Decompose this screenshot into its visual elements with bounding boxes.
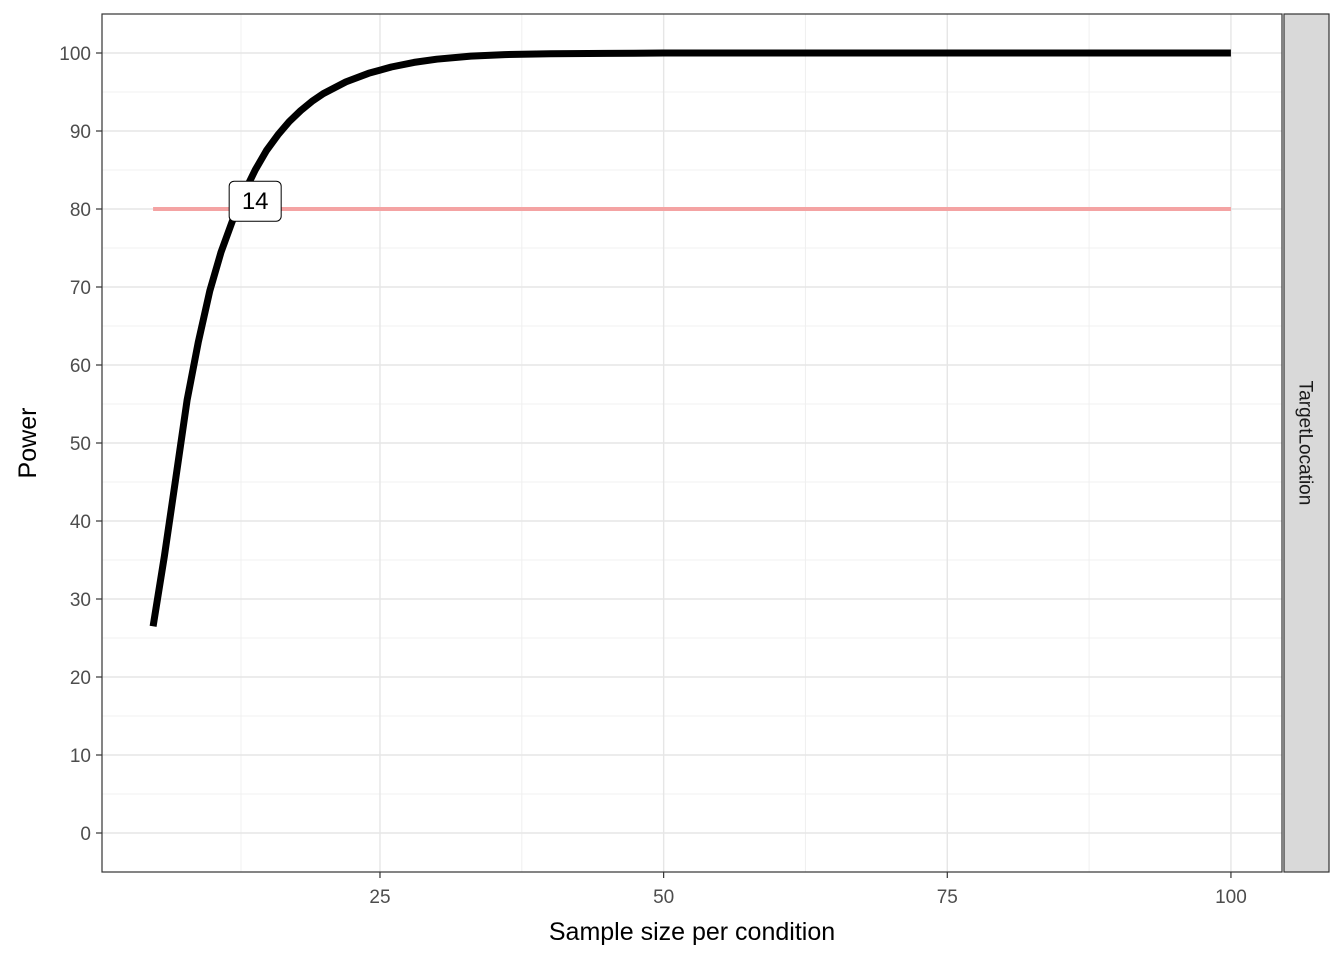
y-tick-label: 20 bbox=[70, 668, 91, 689]
x-tick-label: 50 bbox=[653, 887, 674, 908]
y-axis-title: Power bbox=[14, 408, 42, 479]
x-tick-label: 100 bbox=[1215, 887, 1247, 908]
x-tick-label: 25 bbox=[369, 887, 390, 908]
axes: 0 10 20 30 40 50 60 70 80 90 100 25 50 75 100 bbox=[59, 44, 1246, 908]
facet-strip-label: TargetLocation bbox=[1295, 381, 1316, 506]
y-tick-label: 90 bbox=[70, 122, 91, 143]
y-tick-label: 50 bbox=[70, 434, 91, 455]
y-tick-label: 10 bbox=[70, 746, 91, 767]
y-tick-label: 0 bbox=[80, 824, 91, 845]
y-tick-label: 80 bbox=[70, 200, 91, 221]
facet-strip-box bbox=[1283, 13, 1330, 873]
y-tick-label: 30 bbox=[70, 590, 91, 611]
annotation-box bbox=[228, 180, 282, 222]
annotation-text: 14 bbox=[242, 188, 269, 215]
y-tick-label: 40 bbox=[70, 512, 91, 533]
y-tick-label: 70 bbox=[70, 278, 91, 299]
y-tick-label: 60 bbox=[70, 356, 91, 377]
x-tick-label: 75 bbox=[937, 887, 958, 908]
x-axis-title: Sample size per condition bbox=[549, 918, 835, 946]
facet-strip: TargetLocation bbox=[1283, 13, 1330, 873]
power-curve-line bbox=[149, 49, 1231, 627]
y-tick-label: 100 bbox=[59, 44, 91, 65]
plot-marks: 14 bbox=[149, 49, 1231, 627]
annotation-label: 14 bbox=[228, 180, 282, 222]
